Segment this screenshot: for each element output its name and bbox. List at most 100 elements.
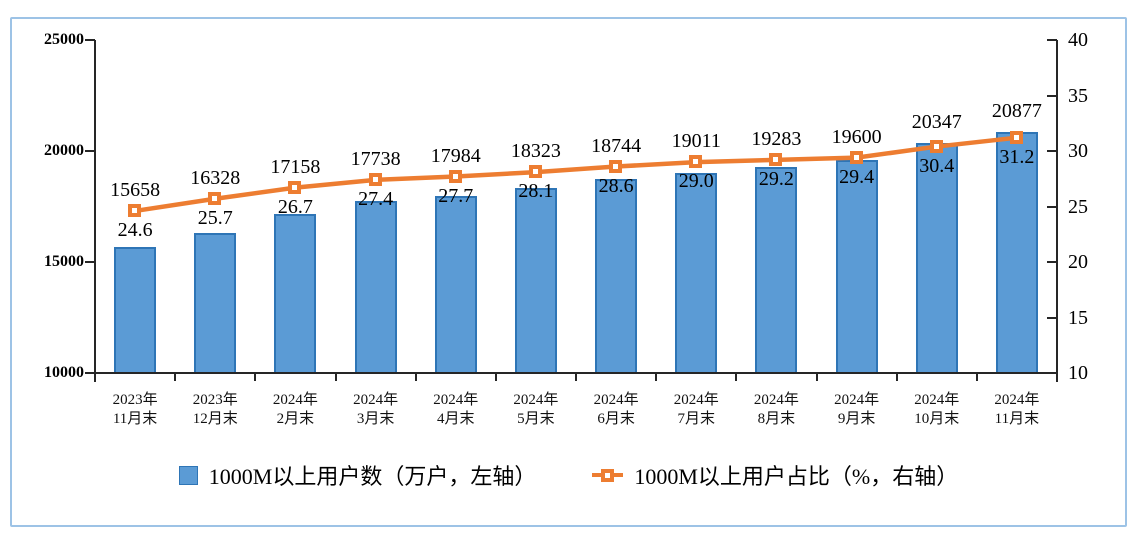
bar-series-swatch-icon <box>178 465 198 485</box>
x-axis-tick <box>174 373 177 381</box>
y-axis-right-tick-label: 30 <box>1068 140 1088 162</box>
legend-label-line-series: 1000M以上用户占比（%，右轴） <box>634 464 959 489</box>
y-axis-right-tick-label: 40 <box>1068 29 1088 51</box>
bar <box>755 166 798 373</box>
x-category-month: 10月末 <box>914 411 960 427</box>
bar <box>434 195 477 373</box>
y-axis-left-tick <box>85 150 95 152</box>
x-category-label: 2024年 7月末 <box>654 391 738 429</box>
legend-item-bar-series: 1000M以上用户数（万户，左轴） <box>178 459 537 491</box>
x-category-month: 5月末 <box>517 411 555 427</box>
x-axis-tick <box>975 373 978 381</box>
line-marker <box>448 169 462 183</box>
x-category-month: 6月末 <box>597 411 635 427</box>
y-axis-left-tick-label: 10000 <box>44 364 84 381</box>
y-axis-left-tick-label: 20000 <box>44 142 84 159</box>
bar <box>354 201 397 373</box>
line-marker <box>1009 130 1023 144</box>
x-category-month: 4月末 <box>436 411 475 427</box>
x-axis-tick <box>494 373 497 381</box>
line-marker <box>929 139 943 153</box>
bar <box>514 188 557 373</box>
x-axis-line <box>95 372 1057 374</box>
x-category-year: 2024年 <box>834 392 880 408</box>
y-axis-right-tick-label: 20 <box>1068 251 1088 273</box>
legend-label-bar-series: 1000M以上用户数（万户，左轴） <box>208 464 537 489</box>
x-category-year: 2024年 <box>353 392 399 408</box>
y-axis-left-tick-label: 25000 <box>44 31 84 48</box>
line-marker <box>689 155 703 169</box>
x-category-month: 9月末 <box>837 411 876 427</box>
x-category-month: 7月末 <box>677 411 715 427</box>
line-marker <box>208 191 222 205</box>
x-category-year: 2024年 <box>593 392 639 408</box>
line-marker <box>128 203 142 217</box>
x-axis-tick <box>254 373 257 381</box>
line-dash-icon <box>592 473 602 477</box>
x-axis-tick <box>815 373 818 381</box>
legend: 1000M以上用户数（万户，左轴） 1000M以上用户占比（%，右轴） <box>0 459 1137 491</box>
x-axis-tick <box>895 373 898 381</box>
x-category-label: 2024年 4月末 <box>414 391 498 429</box>
bar <box>274 214 317 373</box>
bar <box>835 159 878 373</box>
x-axis-tick <box>655 373 658 381</box>
line-series-marker-icon <box>592 468 624 482</box>
x-category-year: 2024年 <box>753 392 799 408</box>
bar <box>595 178 638 373</box>
bar <box>194 232 237 373</box>
pct-value-label: 31.2 <box>999 145 1035 168</box>
line-marker <box>368 172 382 186</box>
y-axis-left-tick <box>85 372 95 374</box>
y-axis-right-tick-label: 10 <box>1068 362 1088 384</box>
x-category-month: 2月末 <box>276 411 315 427</box>
x-category-label: 2023年 11月末 <box>93 391 177 429</box>
line-marker <box>849 150 863 164</box>
y-axis-right-tick <box>1047 205 1057 208</box>
bar <box>915 143 958 373</box>
x-category-year: 2023年 <box>112 392 158 408</box>
y-axis-left-tick-label: 15000 <box>44 253 84 270</box>
y-axis-right-tick-label: 15 <box>1068 306 1088 329</box>
pct-value-label: 24.6 <box>117 218 153 241</box>
x-category-month: 8月末 <box>757 411 796 427</box>
y-axis-right-tick <box>1047 94 1057 97</box>
x-category-label: 2024年 2月末 <box>253 391 337 429</box>
bar-value-label: 20877 <box>991 99 1042 122</box>
x-category-year: 2024年 <box>513 392 559 408</box>
chart-frame <box>10 17 1127 527</box>
x-category-year: 2024年 <box>433 392 479 408</box>
y-axis-left-tick <box>85 261 95 263</box>
x-category-label: 2024年 5月末 <box>494 391 578 429</box>
bar <box>675 172 718 373</box>
y-axis-right-tick <box>1047 150 1057 152</box>
y-axis-left-line <box>94 40 96 382</box>
x-category-label: 2024年 6月末 <box>574 391 658 429</box>
y-axis-right-tick-label: 25 <box>1068 195 1088 218</box>
x-axis-tick <box>735 373 738 381</box>
x-axis-tick <box>334 373 337 381</box>
y-axis-right-tick <box>1047 316 1057 319</box>
line-marker <box>288 180 302 194</box>
line-marker <box>528 165 542 179</box>
x-category-year: 2024年 <box>272 392 318 408</box>
x-axis-tick <box>575 373 577 381</box>
x-category-month: 12月末 <box>192 411 238 427</box>
x-category-month: 11月末 <box>994 411 1040 427</box>
x-category-label: 2024年 10月末 <box>895 391 979 429</box>
legend-item-line-series: 1000M以上用户占比（%，右轴） <box>592 459 958 491</box>
x-category-year: 2024年 <box>673 392 719 408</box>
y-axis-right-tick-label: 35 <box>1068 84 1088 107</box>
x-category-label: 2024年 3月末 <box>334 391 418 429</box>
bar-value-label: 20347 <box>911 111 962 134</box>
y-axis-right-tick <box>1047 39 1057 41</box>
x-category-label: 2023年 12月末 <box>173 391 257 429</box>
x-category-year: 2024年 <box>914 392 960 408</box>
x-category-year: 2023年 <box>192 392 238 408</box>
y-axis-right-line <box>1056 40 1058 382</box>
x-category-label: 2024年 9月末 <box>815 391 899 429</box>
x-category-month: 11月末 <box>112 411 158 427</box>
bar <box>114 247 157 373</box>
x-category-month: 3月末 <box>356 411 395 427</box>
